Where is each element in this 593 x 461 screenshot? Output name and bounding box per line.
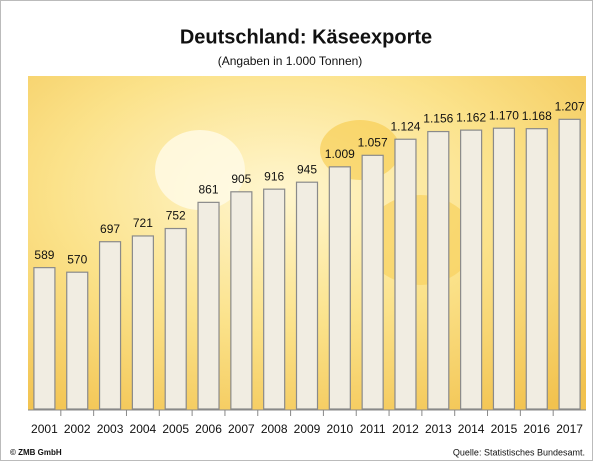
bar xyxy=(526,129,547,409)
bar xyxy=(362,155,383,409)
bar xyxy=(198,202,219,409)
value-label: 721 xyxy=(133,216,153,230)
bar xyxy=(559,119,580,409)
value-label: 1.168 xyxy=(522,109,552,123)
x-tick-label: 2006 xyxy=(195,422,222,436)
value-label: 945 xyxy=(297,162,317,176)
value-label: 1.156 xyxy=(423,112,453,126)
value-label: 570 xyxy=(67,252,87,266)
bar xyxy=(461,130,482,409)
value-label: 1.124 xyxy=(390,119,420,133)
x-tick-label: 2013 xyxy=(425,422,452,436)
footer-left: © ZMB GmbH xyxy=(10,448,62,457)
x-tick-label: 2004 xyxy=(130,422,157,436)
x-tick-label: 2008 xyxy=(261,422,288,436)
value-label: 1.009 xyxy=(325,147,355,161)
value-label: 1.057 xyxy=(358,135,388,149)
x-tick-label: 2002 xyxy=(64,422,91,436)
x-tick-label: 2016 xyxy=(523,422,550,436)
chart-title: Deutschland: Käseexporte xyxy=(180,26,432,48)
value-label: 589 xyxy=(34,248,54,262)
bar xyxy=(165,229,186,409)
bar xyxy=(493,128,514,409)
bar xyxy=(395,139,416,409)
value-label: 752 xyxy=(166,209,186,223)
bar xyxy=(264,189,285,409)
bar xyxy=(329,167,350,409)
x-tick-label: 2010 xyxy=(326,422,353,436)
x-tick-label: 2012 xyxy=(392,422,419,436)
x-tick-label: 2015 xyxy=(491,422,518,436)
x-tick-label: 2003 xyxy=(97,422,124,436)
value-label: 1.170 xyxy=(489,108,519,122)
chart: Deutschland: Käseexporte (Angaben in 1.0… xyxy=(0,0,593,461)
chart-subtitle: (Angaben in 1.000 Tonnen) xyxy=(218,54,363,68)
value-label: 905 xyxy=(231,172,251,186)
x-tick-label: 2009 xyxy=(294,422,321,436)
bar xyxy=(100,242,121,409)
x-tick-label: 2005 xyxy=(162,422,189,436)
bar xyxy=(67,272,88,409)
x-tick-label: 2014 xyxy=(458,422,485,436)
x-tick-label: 2011 xyxy=(360,422,386,436)
value-label: 861 xyxy=(199,183,219,197)
bar xyxy=(231,192,252,409)
bar xyxy=(428,132,449,409)
x-tick-label: 2001 xyxy=(31,422,58,436)
x-tick-label: 2017 xyxy=(556,422,583,436)
value-label: 697 xyxy=(100,222,120,236)
footer-right: Quelle: Statistisches Bundesamt. xyxy=(453,447,585,457)
value-label: 1.162 xyxy=(456,110,486,124)
bar xyxy=(297,182,318,409)
x-tick-label: 2007 xyxy=(228,422,255,436)
value-label: 916 xyxy=(264,169,284,183)
bar xyxy=(132,236,153,409)
bar xyxy=(34,268,55,409)
value-label: 1.207 xyxy=(555,99,585,113)
